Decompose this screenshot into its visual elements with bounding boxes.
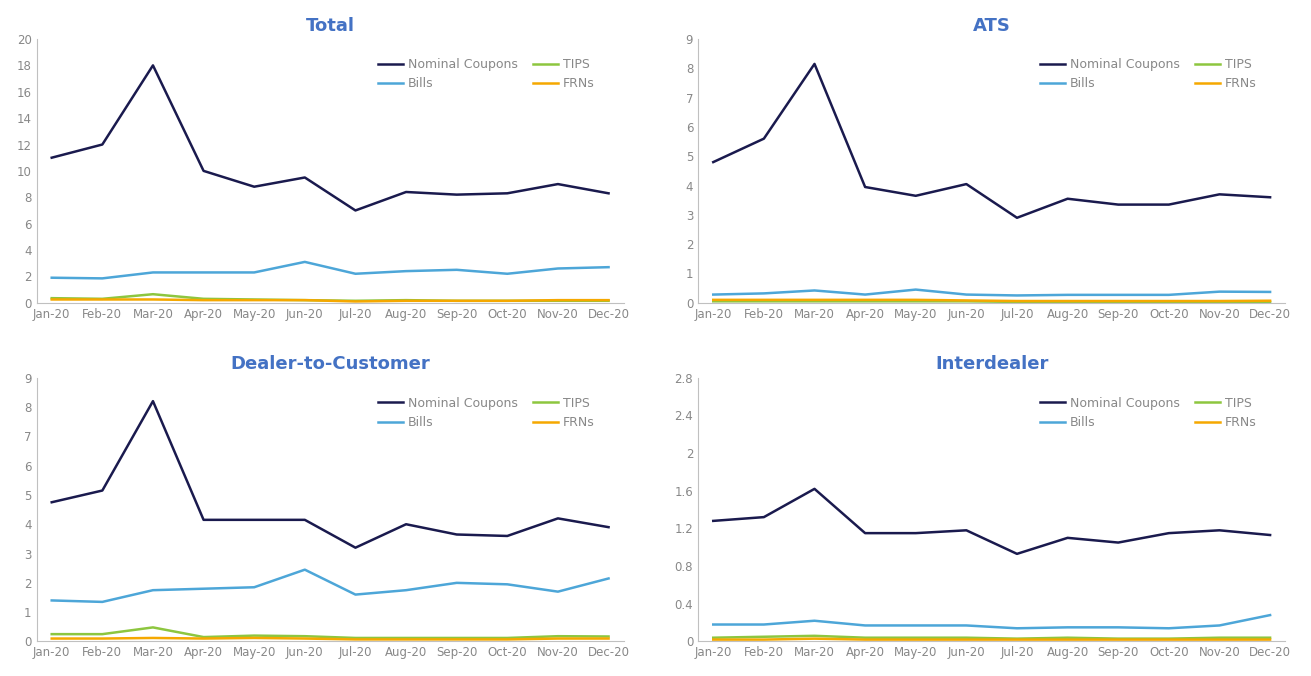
Title: ATS: ATS — [973, 17, 1011, 34]
Title: Dealer-to-Customer: Dealer-to-Customer — [231, 356, 430, 373]
Legend: Nominal Coupons, Bills, , TIPS, FRNs: Nominal Coupons, Bills, , TIPS, FRNs — [1034, 392, 1261, 454]
Title: Total: Total — [305, 17, 355, 34]
Legend: Nominal Coupons, Bills, , TIPS, FRNs: Nominal Coupons, Bills, , TIPS, FRNs — [374, 53, 600, 115]
Legend: Nominal Coupons, Bills, , TIPS, FRNs: Nominal Coupons, Bills, , TIPS, FRNs — [374, 392, 600, 454]
Title: Interdealer: Interdealer — [935, 356, 1049, 373]
Legend: Nominal Coupons, Bills, , TIPS, FRNs: Nominal Coupons, Bills, , TIPS, FRNs — [1034, 53, 1261, 115]
